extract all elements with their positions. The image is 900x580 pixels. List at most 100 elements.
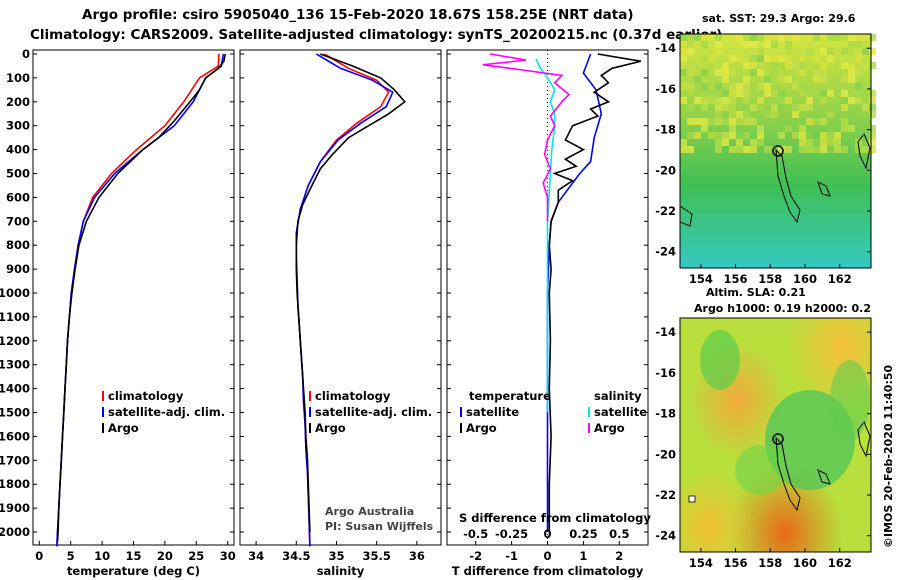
y-tick-label: 1600 [0,429,30,443]
sst-argo-position-marker [772,145,784,157]
legend-heading-salinity: salinity [594,389,642,403]
legend-label: Argo [315,421,346,435]
y-tick-label: 1800 [0,477,30,491]
sst-map [679,33,876,269]
x-tick-label: 1 [579,549,587,563]
series-line-climatology [295,53,390,547]
y-tick-label: 1700 [0,453,30,467]
y-tick-label: 200 [6,95,30,109]
y-tick-label: 400 [6,143,30,157]
x-tick-label: 10 [94,549,110,563]
y-tick-label: 600 [6,190,30,204]
map-y-tick-label: -20 [655,447,676,461]
x-tick-label: 5 [67,549,75,563]
y-tick-label: 300 [6,119,30,133]
x-tick-label: -2 [469,549,482,563]
x-tick-label-top: -0.25 [495,527,528,541]
x-tick-label: 36 [409,549,425,563]
profile-panel-3: -2 -1 0 1 2T difference from climatology temp… [446,49,651,578]
map-x-tick-label: 160 [793,272,817,286]
panel-frame-1 [32,49,235,546]
profile-panel-2: 34 34.5 35 35.5 36 salinity climatology satelli… [239,49,442,578]
sla-coastline-loyalty-islands [817,469,831,485]
map-y-tick-label: -24 [655,245,676,259]
map-y-tick-label: -18 [655,407,676,421]
map-x-tick-label: 154 [689,556,713,570]
legend-label: satellite [466,405,519,419]
x-tick-label: 34.5 [282,549,310,563]
y-tick-label: 100 [6,71,30,85]
map-y-tick-label: -14 [655,41,676,55]
sst-coastline-new-caledonia [775,148,801,224]
map-x-tick-label: 158 [758,556,782,570]
map-x-tick-label: 154 [689,272,713,286]
sst-coastline-loyalty-islands [817,181,831,197]
y-tick-label: 1400 [0,382,30,396]
map-y-tick-label: -20 [655,163,676,177]
x-tick-label: 34 [248,549,264,563]
sla-argo-position-marker [772,433,784,445]
sla-coastline-vanuatu [857,421,871,458]
series-line-satellite-adj-clim- [295,53,394,547]
x-tick-label: 0 [543,549,551,563]
sst-map-axes: 154 156 158 160 162 -14 -16 -18 -20 -22 -24 [655,41,871,286]
legend-heading-temperature: temperature [469,389,551,403]
sst-map-pixels [680,34,876,153]
sst-coastline-vanuatu [857,133,871,170]
plot-title-line1: Argo profile: csiro 5905040_136 15-Feb-2… [82,7,634,23]
map-y-tick-label: -14 [655,325,676,339]
series-line-argo [56,53,226,542]
sla-map-title-line1: Altim. SLA: 0.21 [706,286,806,299]
y-tick-label: 900 [6,262,30,276]
series-line-temperature-argo [548,53,641,532]
series-line-satellite-adj-clim- [56,53,225,547]
legend-label: satellite-adj. clim. [108,405,225,419]
series-line-salinity-argo [482,53,571,222]
sst-map-title: sat. SST: 29.3 Argo: 29.6 [702,12,856,25]
map-x-tick-label: 160 [793,556,817,570]
y-tick-label: 0 [22,47,30,61]
profile-panel-1: 0 100 200 300 400 500 600 700 800 900 1000 1100 1200… [0,47,236,578]
sst-coastline-west [679,205,693,227]
x-tick-label-top: 0.25 [569,527,597,541]
sla-map-title-line2: Argo h1000: 0.19 h2000: 0.2 [694,302,872,315]
y-tick-label: 500 [6,167,30,181]
y-tick-label: 1200 [0,334,30,348]
sst-map-frame [679,33,872,269]
x-tick-label-top: -0.5 [463,527,488,541]
legend-label: satellite-adj. clim. [315,405,432,419]
legend-label: climatology [108,389,184,403]
map-x-tick-label: 158 [758,272,782,286]
map-y-tick-label: -16 [655,366,676,380]
y-tick-label: 1900 [0,501,30,515]
map-x-tick-label: 162 [828,556,852,570]
x-axis-label: salinity [317,564,365,578]
sla-map [679,317,872,553]
y-tick-label: 1500 [0,406,30,420]
panel-frame-2 [239,49,442,546]
legend-label: Argo [466,421,497,435]
series-line-argo [295,53,406,533]
series-line-salinity-satellite [535,58,556,413]
y-tick-label: 2000 [0,525,30,539]
map-y-tick-label: -18 [655,123,676,137]
annotation-pi: PI: Susan Wijffels [325,520,434,533]
x-tick-label: 35 [328,549,344,563]
y-tick-label: 800 [6,238,30,252]
map-x-tick-label: 156 [724,272,748,286]
x-tick-label: -1 [505,549,518,563]
series-line-climatology [56,53,220,547]
y-tick-label: 1100 [0,310,30,324]
x-axis-label-top: S difference from climatology [459,511,651,525]
sla-coastline-new-caledonia [775,436,801,512]
x-tick-label-top: 0.5 [609,527,629,541]
x-tick-label: 2 [615,549,623,563]
y-tick-label: 1000 [0,286,30,300]
map-x-tick-label: 162 [828,272,852,286]
x-tick-label: 30 [220,549,236,563]
sla-map-axes: 154 156 158 160 162 -14 -16 -18 -20 -22 -24 [655,325,871,570]
x-axis-label: T difference from climatology [452,564,644,578]
sla-map-frame [679,317,872,553]
y-tick-label: 700 [6,214,30,228]
